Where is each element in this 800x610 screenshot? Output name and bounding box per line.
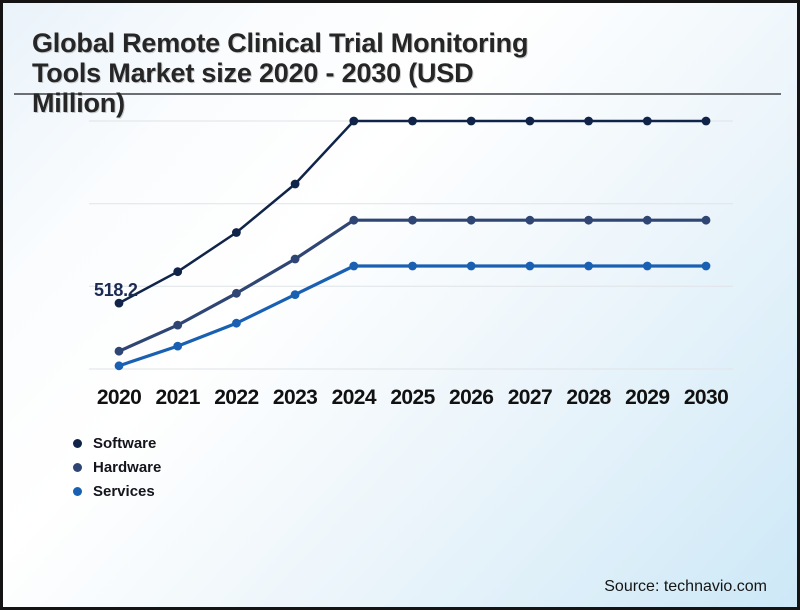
hardware-data-point-2024 [349, 215, 359, 225]
software-data-point-2030 [701, 116, 711, 126]
software-data-point-2028 [584, 116, 593, 126]
chart-title: Global Remote Clinical Trial Monitoring … [32, 28, 528, 118]
hardware-data-point-2026 [466, 215, 476, 225]
hardware-data-point-2022 [232, 288, 241, 298]
software-data-point-2027 [525, 116, 535, 126]
hardware-data-point-2028 [584, 215, 593, 225]
chart-title-line-3: Million) [32, 88, 125, 118]
services-series-dot-icon [73, 487, 82, 496]
services-data-point-2023 [290, 290, 300, 299]
services-data-point-2027 [525, 261, 535, 271]
software-data-point-2022 [232, 228, 241, 237]
services-data-point-2024 [349, 261, 359, 271]
legend-item-software: Software [73, 435, 161, 452]
software-data-point-2026 [466, 116, 476, 126]
x-axis-label-2020: 2020 [96, 386, 142, 409]
hardware-data-point-2023 [290, 254, 300, 264]
services-data-point-2026 [466, 261, 476, 271]
software-series-dot-icon [73, 439, 82, 448]
hardware-data-point-2020 [114, 346, 124, 356]
services-data-point-2029 [642, 261, 652, 271]
software-data-point-2021 [173, 267, 183, 277]
x-axis-label-2028: 2028 [566, 386, 611, 409]
services-data-point-2025 [408, 261, 417, 271]
x-axis-label-2027: 2027 [507, 386, 553, 409]
software-series-line [118, 119, 706, 305]
legend-label-services: Services [93, 483, 155, 500]
chart-title-line-2: Tools Market size 2020 - 2030 (USD [32, 58, 474, 88]
x-axis-label-2026: 2026 [449, 386, 494, 409]
software-data-point-2025 [408, 116, 417, 126]
hardware-data-point-2025 [408, 215, 417, 225]
x-axis-label-2030: 2030 [683, 386, 729, 409]
services-data-point-2028 [584, 261, 593, 271]
software-data-point-2024 [349, 116, 359, 126]
legend-item-services: Services [73, 483, 161, 500]
chart-legend: Software Hardware Services [73, 435, 161, 507]
hardware-data-point-2021 [173, 320, 183, 330]
software-data-point-2020 [114, 298, 124, 308]
legend-item-hardware: Hardware [73, 459, 161, 476]
software-data-point-2029 [642, 116, 652, 126]
data-point-value-label: 518.2 [94, 280, 138, 300]
x-axis-label-2021: 2021 [155, 386, 201, 409]
hardware-data-point-2029 [642, 215, 652, 225]
x-axis-label-2024: 2024 [331, 386, 377, 409]
services-data-point-2022 [232, 318, 241, 328]
x-axis: 2020 2021 2022 2023 2024 2025 2026 2027 2028 2029… [3, 386, 797, 409]
source-attribution: Source: technavio.com [604, 578, 767, 595]
hardware-data-point-2027 [525, 215, 535, 225]
x-axis-label-2023: 2023 [272, 386, 318, 409]
x-axis-label-2029: 2029 [625, 386, 670, 409]
hardware-series-dot-icon [73, 463, 82, 472]
services-series-line [118, 264, 706, 368]
x-axis-label-2022: 2022 [214, 386, 259, 409]
x-axis-label-2025: 2025 [390, 386, 435, 409]
legend-label-hardware: Hardware [93, 459, 162, 476]
services-data-point-2030 [701, 261, 711, 271]
services-data-point-2021 [173, 341, 183, 351]
hardware-series-line [118, 218, 706, 353]
legend-label-software: Software [93, 435, 157, 452]
chart-title-line-1: Global Remote Clinical Trial Monitoring [32, 28, 529, 58]
services-data-point-2020 [114, 361, 124, 371]
software-data-point-2023 [290, 179, 300, 189]
hardware-data-point-2030 [701, 215, 711, 225]
line-chart-canvas [89, 116, 733, 371]
title-divider-line [14, 93, 781, 95]
